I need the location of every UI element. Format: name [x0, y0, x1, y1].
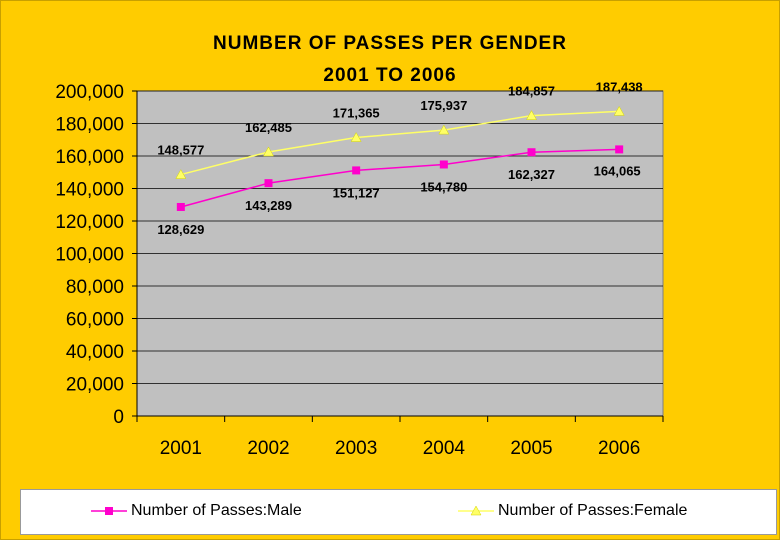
data-label-male: 164,065	[594, 163, 641, 178]
x-tick-label: 2006	[598, 438, 640, 459]
y-tick-label: 20,000	[66, 375, 124, 396]
data-label-male: 128,629	[157, 222, 204, 237]
data-point-female	[438, 124, 450, 135]
legend-male-marker-icon	[91, 507, 127, 515]
data-label-male: 154,780	[420, 179, 467, 194]
legend-male-label: Number of Passes:Male	[131, 502, 302, 519]
legend: Number of Passes:Male Number of Passes:F…	[20, 489, 777, 535]
data-label-male: 143,289	[245, 198, 292, 213]
y-tick-label: 100,000	[55, 245, 124, 266]
y-tick-label: 80,000	[66, 277, 124, 298]
x-tick-label: 2003	[335, 438, 377, 459]
data-point-female	[175, 169, 187, 179]
data-label-male: 151,127	[333, 185, 380, 200]
y-tick-label: 40,000	[66, 342, 124, 363]
data-point-male	[176, 202, 185, 211]
series-line-female	[180, 110, 620, 176]
y-tick-label: 140,000	[55, 180, 124, 201]
y-tick-label: 160,000	[55, 147, 124, 168]
data-label-female: 148,577	[157, 143, 204, 158]
data-point-male	[615, 145, 624, 154]
data-label-female: 175,937	[420, 98, 467, 113]
data-label-female: 162,485	[245, 120, 292, 135]
x-tick-label: 2004	[423, 438, 466, 459]
data-point-female	[526, 110, 537, 120]
data-point-male	[352, 166, 361, 175]
series-line-male	[180, 148, 620, 208]
chart-subtitle: 2001 TO 2006	[323, 65, 457, 86]
data-point-male	[439, 160, 448, 169]
data-point-male	[264, 179, 273, 188]
legend-item-female: Number of Passes:Female	[458, 502, 687, 520]
legend-item-male: Number of Passes:Male	[91, 502, 302, 520]
x-tick-label: 2005	[510, 438, 552, 459]
data-point-female	[350, 132, 362, 142]
data-point-male	[527, 148, 536, 157]
data-point-female	[613, 105, 625, 116]
y-tick-label: 120,000	[55, 212, 124, 233]
legend-female-marker-icon	[458, 505, 494, 516]
y-tick-label: 200,000	[55, 82, 124, 103]
data-label-female: 184,857	[508, 84, 555, 99]
data-label-male: 162,327	[508, 167, 555, 182]
data-label-female: 171,365	[333, 106, 380, 121]
data-label-female: 187,438	[596, 79, 643, 94]
chart-title: NUMBER OF PASSES PER GENDER	[213, 33, 567, 54]
y-tick-label: 60,000	[66, 310, 124, 331]
x-tick-label: 2001	[160, 438, 202, 459]
data-point-female	[263, 146, 274, 157]
y-tick-label: 0	[113, 407, 124, 428]
y-tick-label: 180,000	[55, 115, 124, 136]
legend-female-label: Number of Passes:Female	[498, 502, 688, 519]
x-tick-label: 2002	[247, 438, 289, 459]
